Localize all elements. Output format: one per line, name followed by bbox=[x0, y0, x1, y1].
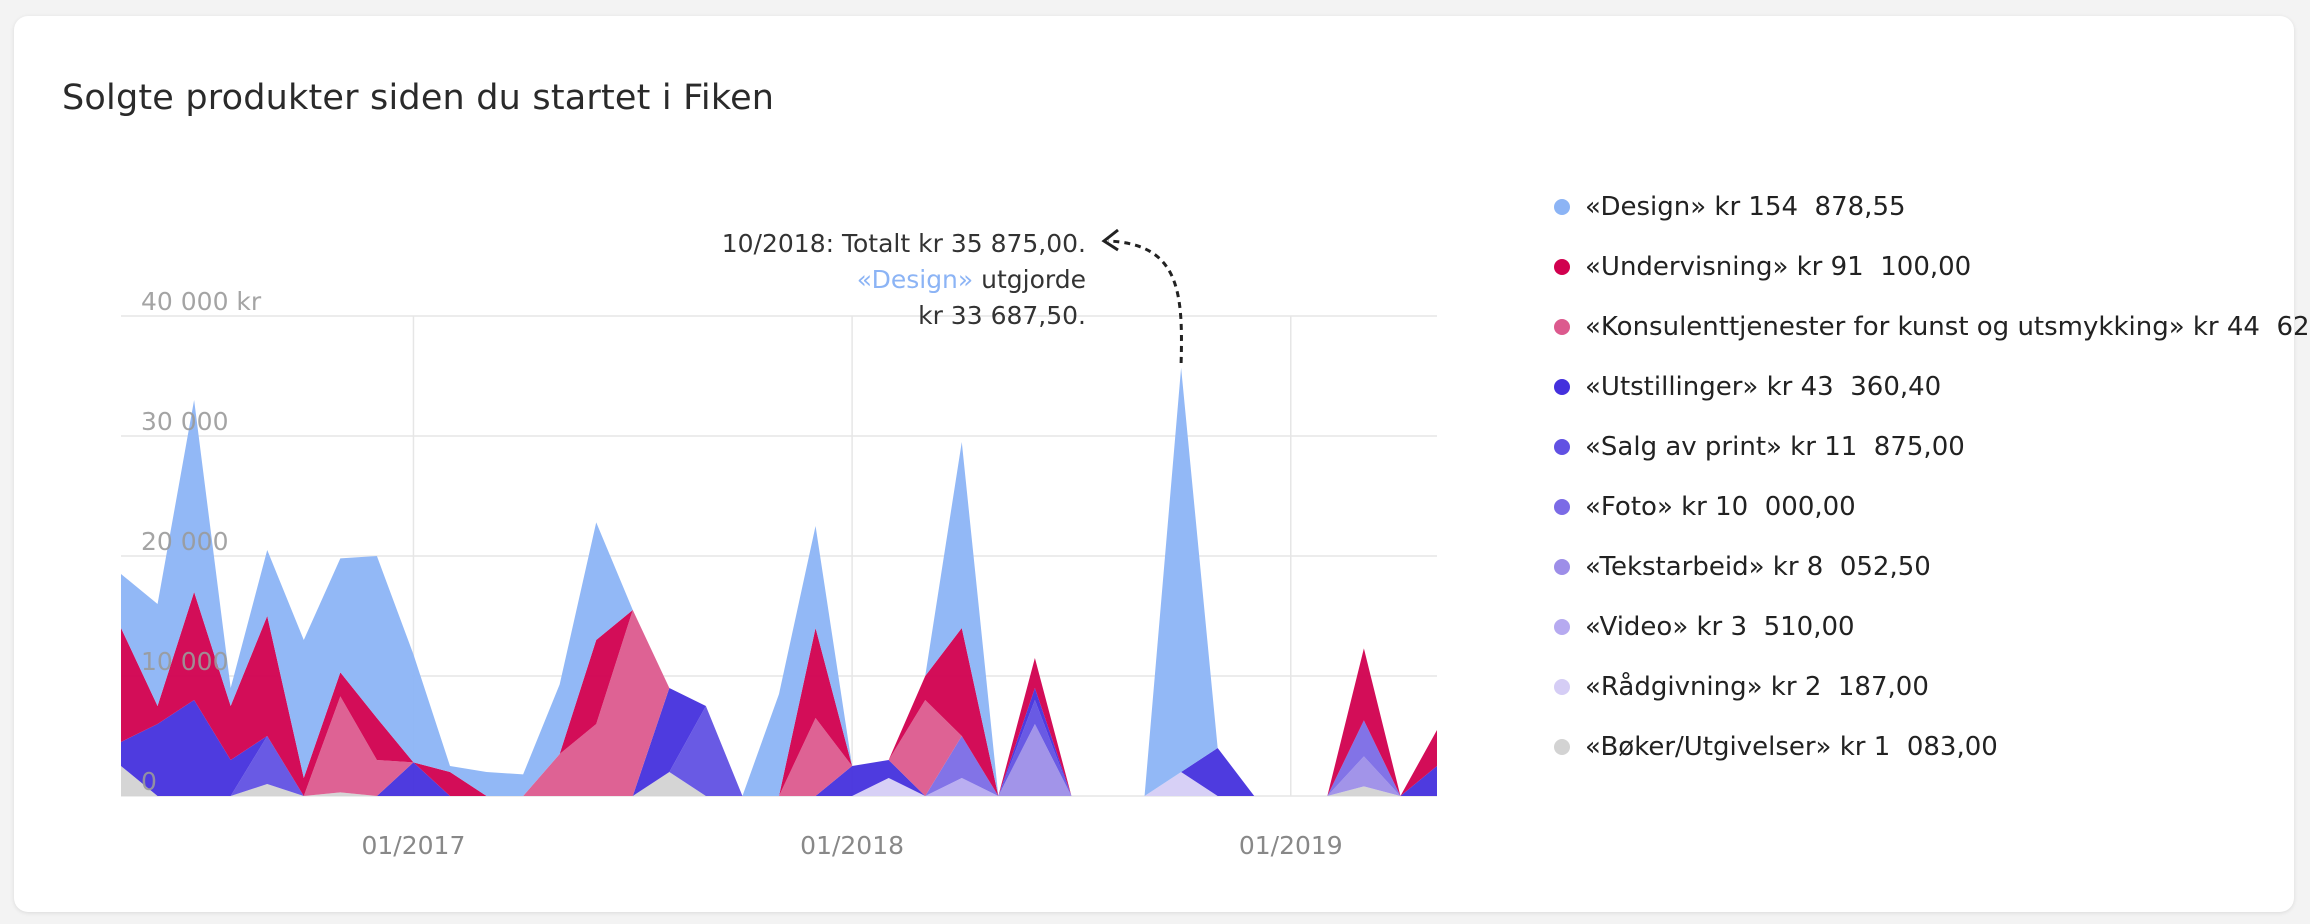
legend-color-dot bbox=[1554, 319, 1570, 335]
legend-label: «Video» kr 3 510,00 bbox=[1585, 612, 1855, 642]
annotation-series-name: «Design» bbox=[857, 265, 973, 294]
legend-label: «Salg av print» kr 11 875,00 bbox=[1585, 432, 1965, 462]
legend-color-dot bbox=[1554, 679, 1570, 695]
y-tick-label: 10 000 bbox=[141, 647, 228, 676]
legend-item[interactable]: «Utstillinger» kr 43 360,40 bbox=[1554, 368, 2274, 407]
legend-color-dot bbox=[1554, 499, 1570, 515]
legend-label: «Undervisning» kr 91 100,00 bbox=[1585, 252, 1972, 282]
legend-color-dot bbox=[1554, 619, 1570, 635]
legend-item[interactable]: «Undervisning» kr 91 100,00 bbox=[1554, 248, 2274, 287]
stacked-area-chart: 0 10 000 20 000 30 000 40 000 kr 01/2017 01/20… bbox=[121, 228, 1437, 860]
legend-label: «Tekstarbeid» kr 8 052,50 bbox=[1585, 552, 1931, 582]
area-series bbox=[121, 766, 1437, 796]
card-title: Solgte produkter siden du startet i Fike… bbox=[62, 78, 775, 118]
legend-item[interactable]: «Salg av print» kr 11 875,00 bbox=[1554, 428, 2274, 467]
legend-color-dot bbox=[1554, 259, 1570, 275]
x-tick-label: 01/2019 bbox=[1239, 831, 1343, 860]
area-series bbox=[121, 766, 1437, 796]
x-tick-label: 01/2018 bbox=[800, 831, 904, 860]
area-series bbox=[121, 700, 1437, 796]
x-tick-label: 01/2017 bbox=[362, 831, 466, 860]
legend-item[interactable]: «Foto» kr 10 000,00 bbox=[1554, 488, 2274, 527]
annotation-series-suffix: utgjorde bbox=[973, 265, 1086, 294]
annotation-series-line: «Design» utgjorde bbox=[857, 265, 1086, 294]
legend-item[interactable]: «Bøker/Utgivelser» kr 1 083,00 bbox=[1554, 728, 2274, 767]
legend-color-dot bbox=[1554, 199, 1570, 215]
legend-item[interactable]: «Konsulenttjenester for kunst og utsmykk… bbox=[1554, 308, 2310, 347]
legend-label: «Bøker/Utgivelser» kr 1 083,00 bbox=[1585, 732, 1998, 762]
legend-item[interactable]: «Rådgivning» kr 2 187,00 bbox=[1554, 668, 2274, 707]
annotation-arrowhead bbox=[1101, 228, 1119, 252]
annotation-value: kr 33 687,50. bbox=[918, 301, 1086, 330]
legend-item[interactable]: «Design» kr 154 878,55 bbox=[1554, 188, 2274, 227]
annotation-arrow bbox=[1107, 239, 1183, 364]
legend-label: «Rådgivning» kr 2 187,00 bbox=[1585, 672, 1929, 702]
legend-color-dot bbox=[1554, 439, 1570, 455]
y-tick-label: 40 000 kr bbox=[141, 287, 262, 316]
legend-item[interactable]: «Video» kr 3 510,00 bbox=[1554, 608, 2274, 647]
chart-legend: «Design» kr 154 878,55 «Undervisning» kr … bbox=[1554, 188, 2310, 788]
legend-item[interactable]: «Tekstarbeid» kr 8 052,50 bbox=[1554, 548, 2274, 587]
legend-color-dot bbox=[1554, 379, 1570, 395]
legend-color-dot bbox=[1554, 559, 1570, 575]
y-tick-label: 0 bbox=[141, 767, 157, 796]
annotation-total: 10/2018: Totalt kr 35 875,00. bbox=[722, 229, 1086, 258]
y-tick-label: 20 000 bbox=[141, 527, 228, 556]
legend-label: «Konsulenttjenester for kunst og utsmykk… bbox=[1585, 312, 2310, 342]
legend-label: «Design» kr 154 878,55 bbox=[1585, 192, 1906, 222]
legend-color-dot bbox=[1554, 739, 1570, 755]
sales-card: Solgte produkter siden du startet i Fike… bbox=[14, 16, 2310, 912]
legend-label: «Foto» kr 10 000,00 bbox=[1585, 492, 1856, 522]
y-tick-label: 30 000 bbox=[141, 407, 228, 436]
legend-label: «Utstillinger» kr 43 360,40 bbox=[1585, 372, 1942, 402]
area-series bbox=[121, 367, 1437, 796]
